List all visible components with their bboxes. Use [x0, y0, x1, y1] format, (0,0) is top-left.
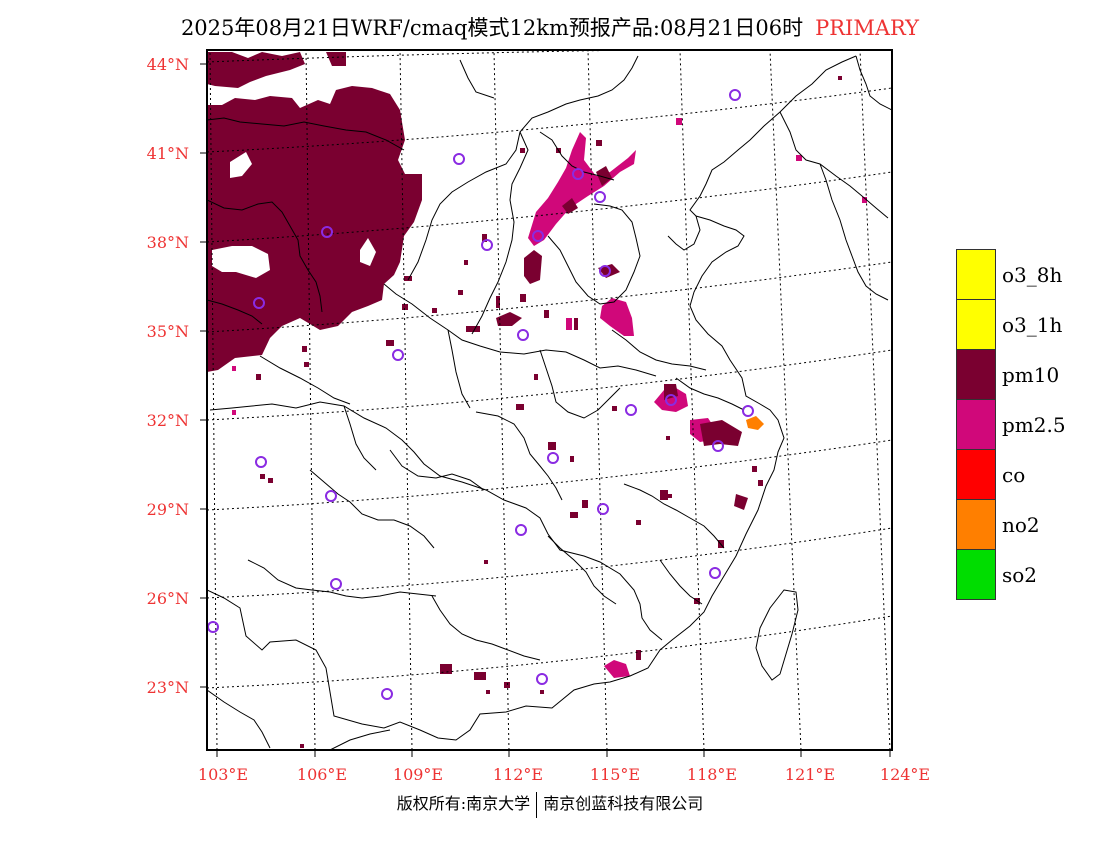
lon-label-106e: 106°E: [296, 765, 348, 784]
lon-label-109e: 109°E: [392, 765, 444, 784]
station-marker: [515, 524, 527, 536]
station-marker: [665, 394, 677, 406]
legend-swatch: [956, 449, 996, 500]
legend-label: pm2.5: [1002, 413, 1066, 437]
legend-swatch: [956, 549, 996, 600]
lat-label-32n: 32°N: [146, 411, 189, 430]
title-pollutant-type: PRIMARY: [815, 16, 920, 40]
station-marker: [330, 578, 342, 590]
legend-swatch: [956, 249, 996, 300]
lat-label-23n: 23°N: [146, 678, 189, 697]
copyright-company: 南京创蓝科技有限公司: [543, 794, 704, 813]
legend-label: o3_8h: [1002, 263, 1063, 287]
station-marker: [517, 329, 529, 341]
legend-swatch: [956, 349, 996, 400]
lon-label-115e: 115°E: [589, 765, 641, 784]
footer-separator: [536, 791, 538, 818]
copyright-owner: 版权所有:南京大学: [396, 794, 531, 813]
lat-label-38n: 38°N: [146, 233, 189, 252]
boundary-lines: [207, 55, 892, 750]
title-main: 2025年08月21日WRF/cmaq模式12km预报产品:08月21日06时: [180, 16, 804, 40]
lat-label-26n: 26°N: [146, 589, 189, 608]
legend-swatch: [956, 499, 996, 550]
legend-label: pm10: [1002, 363, 1060, 387]
map-frame: [206, 49, 893, 751]
legend-swatch: [956, 299, 996, 350]
map-title: 2025年08月21日WRF/cmaq模式12km预报产品:08月21日06时 P…: [0, 12, 1100, 42]
lon-label-112e: 112°E: [492, 765, 544, 784]
copyright-footer: 版权所有:南京大学 南京创蓝科技有限公司: [0, 790, 1100, 818]
station-marker: [381, 688, 393, 700]
legend-label: o3_1h: [1002, 313, 1063, 337]
lat-label-41n: 41°N: [146, 144, 189, 163]
station-marker: [625, 404, 637, 416]
no2-region: [746, 416, 764, 430]
pm10-holes: [212, 152, 376, 278]
city-station-markers: [207, 89, 754, 700]
station-marker: [599, 265, 611, 277]
lon-label-103e: 103°E: [197, 765, 249, 784]
station-marker: [481, 239, 493, 251]
station-marker: [712, 440, 724, 452]
station-marker: [729, 89, 741, 101]
station-marker: [572, 168, 584, 180]
lat-label-44n: 44°N: [146, 55, 189, 74]
station-marker: [597, 503, 609, 515]
lon-label-124e: 124°E: [879, 765, 931, 784]
station-marker: [536, 673, 548, 685]
station-marker: [742, 405, 754, 417]
station-marker: [709, 567, 721, 579]
legend-label: co: [1002, 463, 1026, 487]
station-marker: [547, 452, 559, 464]
legend-label: no2: [1002, 513, 1040, 537]
station-marker: [594, 191, 606, 203]
station-marker: [392, 349, 404, 361]
lat-label-29n: 29°N: [146, 500, 189, 519]
lat-label-35n: 35°N: [146, 322, 189, 341]
lon-label-121e: 121°E: [784, 765, 836, 784]
station-marker: [253, 297, 265, 309]
graticule: [207, 50, 892, 750]
station-marker: [207, 621, 219, 633]
station-marker: [532, 230, 544, 242]
station-marker: [325, 490, 337, 502]
station-marker: [255, 456, 267, 468]
legend-label: so2: [1002, 563, 1038, 587]
axis-ticks: [200, 63, 891, 757]
station-marker: [453, 153, 465, 165]
legend-swatch: [956, 399, 996, 450]
lon-label-118e: 118°E: [686, 765, 738, 784]
station-marker: [321, 226, 333, 238]
pm10-region-northwest: [207, 52, 422, 372]
